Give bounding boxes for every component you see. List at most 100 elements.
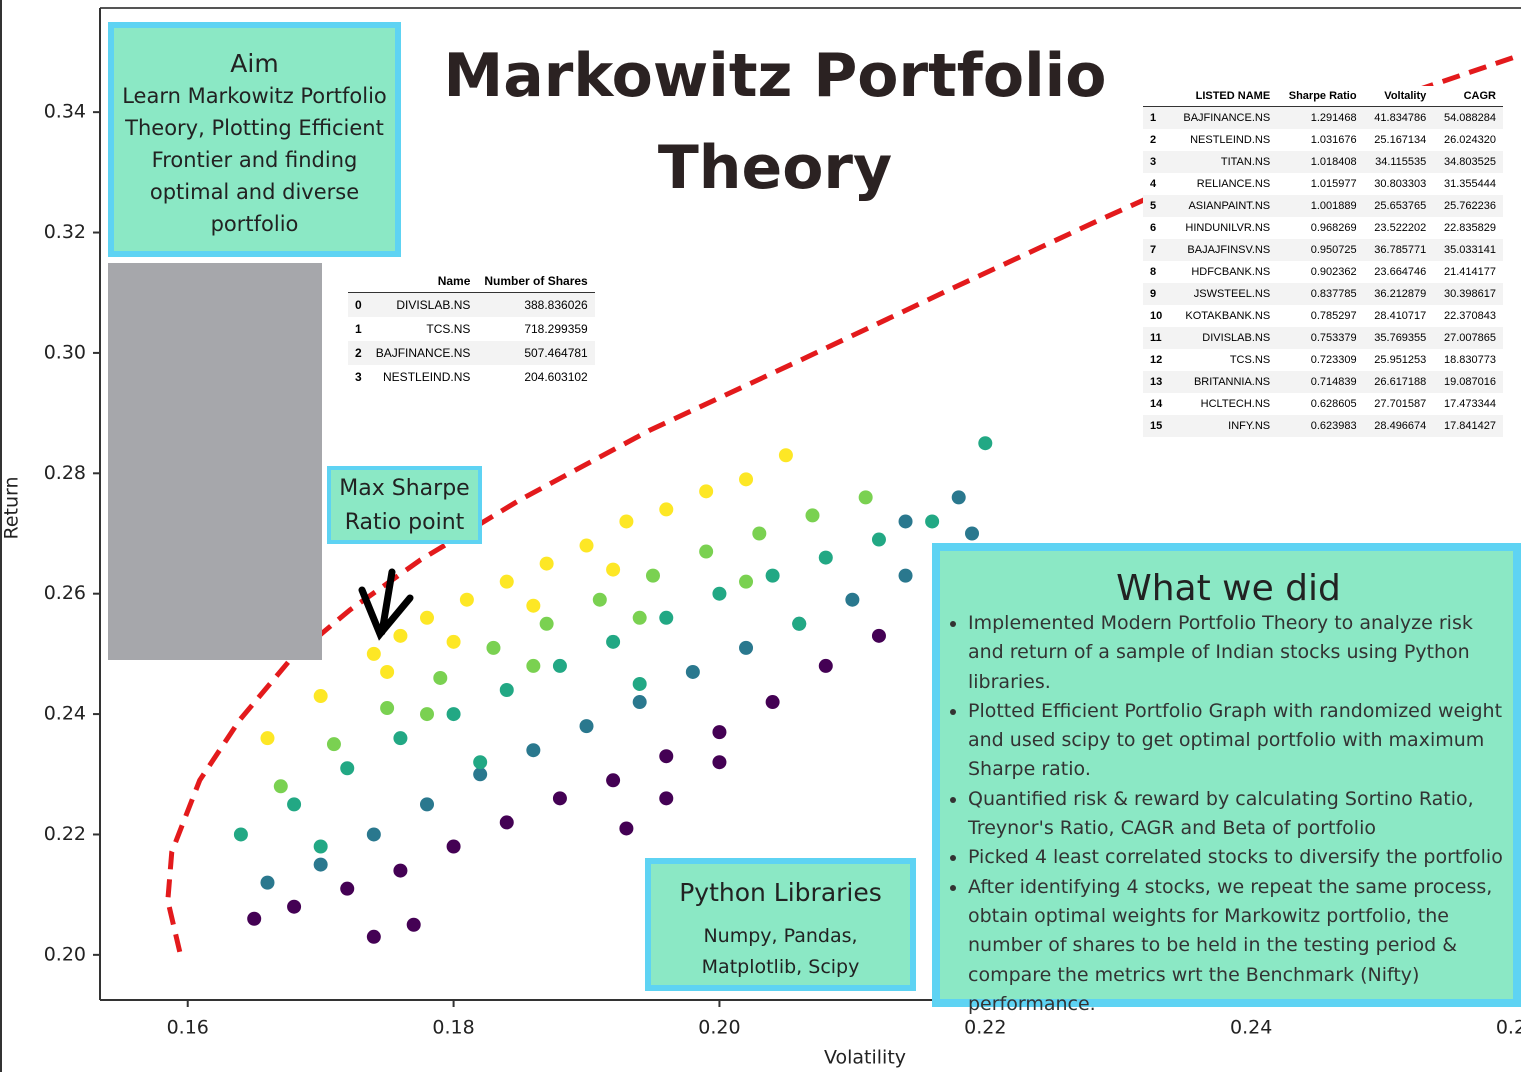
- scatter-point: [552, 658, 567, 673]
- table-cell: 18.830773: [1444, 354, 1496, 366]
- y-tick-label: 0.32: [44, 221, 86, 243]
- table-cell: 507.464781: [477, 341, 595, 365]
- table-cell: 204.603102: [524, 370, 588, 384]
- table-cell: NESTLEIND.NS: [383, 370, 471, 384]
- table-row: 7 BAJAJFINSV.NS 0.950725 36.785771 35.033141: [1143, 239, 1503, 261]
- table-cell: 13: [1143, 371, 1171, 393]
- scatter-point: [433, 670, 448, 685]
- table-cell: 30.803303: [1374, 178, 1427, 190]
- table-cell: KOTAKBANK.NS: [1185, 310, 1271, 322]
- table-cell: 2: [1150, 134, 1157, 146]
- y-tick-label: 0.34: [44, 101, 86, 123]
- bullet-item: Picked 4 least correlated stocks to dive…: [968, 843, 1509, 872]
- y-tick-label: 0.30: [44, 341, 86, 363]
- scatter-point: [380, 664, 395, 679]
- scatter-point: [287, 797, 302, 812]
- table-cell: 1.015977: [1310, 178, 1357, 190]
- table-cell: 0.623983: [1277, 415, 1364, 437]
- scatter-point: [260, 731, 275, 746]
- scatter-point: [539, 616, 554, 631]
- x-tick-label: 0.24: [1230, 1017, 1272, 1039]
- table-cell: 35.033141: [1433, 239, 1503, 261]
- scatter-point: [366, 929, 381, 944]
- table-cell: 35.769355: [1363, 327, 1434, 349]
- scatter-point: [446, 634, 461, 649]
- scatter-point: [659, 791, 674, 806]
- scatter-point: [739, 472, 754, 487]
- what-list: Implemented Modern Portfolio Theory to a…: [948, 609, 1509, 1019]
- bullet-item: Plotted Efficient Portfolio Graph with r…: [968, 697, 1509, 785]
- table-cell: BAJAJFINSV.NS: [1170, 239, 1278, 261]
- table-row: 3 NESTLEIND.NS 204.603102: [348, 365, 595, 389]
- scatter-point: [632, 695, 647, 710]
- scatter-point: [659, 749, 674, 764]
- scatter-point: [287, 899, 302, 914]
- scatter-point: [699, 484, 714, 499]
- scatter-point: [340, 761, 355, 776]
- table-cell: 26.024320: [1444, 134, 1496, 146]
- scatter-point: [792, 616, 807, 631]
- table-cell: 3: [1143, 151, 1171, 173]
- header-cell: [348, 270, 369, 293]
- title: Markowitz Portfolio Theory: [443, 41, 1107, 203]
- scatter-point: [606, 634, 621, 649]
- table-cell: 27.007865: [1433, 327, 1503, 349]
- table-row: 1 BAJFINANCE.NS 1.291468 41.834786 54.088284: [1143, 106, 1503, 129]
- table-cell: TCS.NS: [1229, 354, 1271, 366]
- scatter-point: [499, 683, 514, 697]
- scatter-point: [473, 755, 488, 770]
- table-cell: 28.496674: [1363, 415, 1434, 437]
- scatter-point: [526, 743, 541, 758]
- table-cell: 25.762236: [1433, 195, 1503, 217]
- table-cell: 15: [1143, 415, 1171, 437]
- scatter-point: [393, 628, 408, 643]
- libraries-box: Python Libraries Numpy, Pandas, Matplotl…: [645, 858, 916, 991]
- scatter-point: [871, 628, 886, 643]
- scatter-point: [473, 767, 488, 782]
- table-cell: 22.835829: [1444, 222, 1496, 234]
- x-tick-label: 0.20: [698, 1017, 740, 1039]
- table-cell: 25.951253: [1374, 354, 1427, 366]
- what-box: What we did Implemented Modern Portfolio…: [932, 543, 1521, 1015]
- scatter-point: [499, 574, 514, 589]
- table-cell: BAJFINANCE.NS: [1170, 106, 1278, 129]
- shares-table: Name Number of Shares 0 DIVISLAB.NS 388.8360…: [348, 270, 595, 389]
- sharpe-table: LISTED NAME Sharpe Ratio Voltality CAGR 1 BAJ…: [1143, 86, 1503, 437]
- table-cell: TCS.NS: [426, 322, 471, 336]
- scatter-point: [739, 574, 754, 589]
- table-cell: 1.031676: [1310, 134, 1357, 146]
- scatter-point: [313, 857, 328, 872]
- scatter-point: [459, 592, 474, 607]
- scatter-point: [326, 737, 341, 752]
- table-cell: DIVISLAB.NS: [368, 292, 478, 317]
- scatter-point: [965, 526, 980, 541]
- table-cell: 34.803525: [1433, 151, 1503, 173]
- table-cell: 25.167134: [1374, 134, 1427, 146]
- annotation-box: Max Sharpe Ratio point: [327, 466, 482, 544]
- y-tick-label: 0.26: [44, 582, 86, 604]
- scatter-point: [712, 586, 727, 601]
- scatter-point: [685, 664, 700, 679]
- table-cell: JSWSTEEL.NS: [1170, 283, 1278, 305]
- header-cell: Voltality: [1363, 86, 1434, 107]
- header-cell: [1143, 86, 1171, 107]
- scatter-point: [393, 863, 408, 878]
- scatter-point: [552, 791, 567, 806]
- x-tick-label: 0.22: [964, 1017, 1006, 1039]
- bullet-item: Implemented Modern Portfolio Theory to a…: [968, 609, 1509, 697]
- table-cell: 0: [348, 292, 369, 317]
- table-cell: 14: [1150, 398, 1163, 410]
- scatter-point: [499, 815, 514, 830]
- table-row: 6 HINDUNILVR.NS 0.968269 23.522202 22.835829: [1143, 217, 1503, 239]
- scatter-point: [778, 448, 793, 463]
- scatter-point: [366, 646, 381, 661]
- scatter-point: [712, 725, 727, 740]
- table-cell: 10: [1150, 310, 1163, 322]
- scatter-point: [951, 490, 966, 505]
- scatter-point: [393, 731, 408, 746]
- table-row: 2 BAJFINANCE.NS 507.464781: [348, 341, 595, 365]
- scatter-point: [818, 658, 833, 673]
- x-tick-label: 0.26: [1496, 1017, 1521, 1039]
